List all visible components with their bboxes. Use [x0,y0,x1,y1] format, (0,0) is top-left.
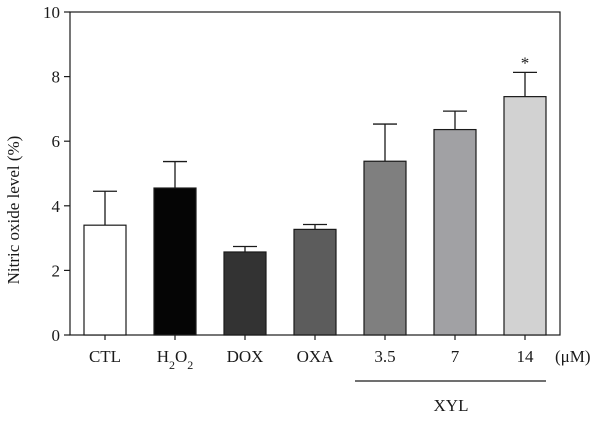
y-axis-label: Nitric oxide level (%) [4,136,23,285]
error-bars: * [93,53,537,252]
bar-oxa [293,228,337,336]
bar-14 [503,96,547,336]
bars [83,96,547,336]
x-tick-label: OXA [297,347,335,366]
x-tick-label: 14 [517,347,535,366]
bar-7 [433,128,477,336]
y-tick-label: 2 [52,261,61,280]
unit-label: (μM) [555,347,591,366]
y-tick-label: 6 [52,132,61,151]
xyl-group-label: XYL [434,396,469,415]
bar-dox [223,251,267,336]
x-tick-label: CTL [89,347,121,366]
bar-ctl [83,224,127,336]
y-tick-label: 4 [52,197,61,216]
bar-3.5 [363,160,407,336]
y-tick-label: 8 [52,68,61,87]
x-tick-label: H2O2 [157,347,194,372]
x-tick-label: DOX [227,347,264,366]
x-tick-label: 3.5 [374,347,395,366]
y-axis-ticks: 0 2 4 6 8 10 [43,3,70,345]
significance-marker: * [521,53,530,72]
x-axis-labels: CTL H2O2 DOX OXA 3.5 7 14 [89,335,534,372]
x-tick-label: 7 [451,347,460,366]
bar-h2o2 [153,187,197,336]
y-tick-label: 10 [43,3,60,22]
y-tick-label: 0 [52,326,61,345]
